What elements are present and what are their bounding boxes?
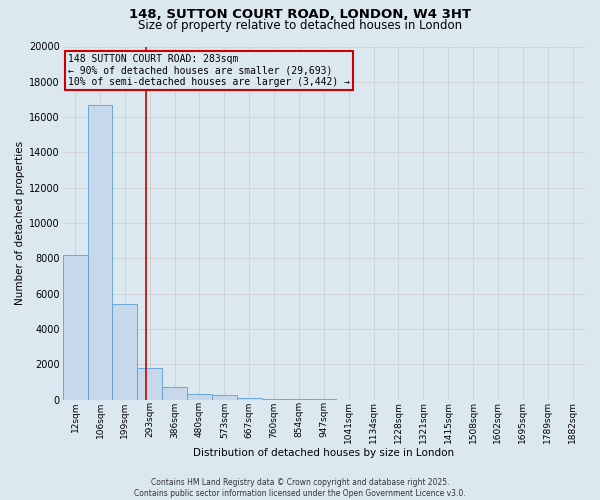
Bar <box>162 388 187 400</box>
Bar <box>262 399 287 400</box>
Bar <box>237 398 262 400</box>
X-axis label: Distribution of detached houses by size in London: Distribution of detached houses by size … <box>193 448 454 458</box>
Bar <box>112 304 137 400</box>
Text: 148, SUTTON COURT ROAD, LONDON, W4 3HT: 148, SUTTON COURT ROAD, LONDON, W4 3HT <box>129 8 471 20</box>
Bar <box>88 105 112 400</box>
Bar <box>187 394 212 400</box>
Bar <box>287 399 311 400</box>
Y-axis label: Number of detached properties: Number of detached properties <box>15 141 25 305</box>
Text: 148 SUTTON COURT ROAD: 283sqm
← 90% of detached houses are smaller (29,693)
10% : 148 SUTTON COURT ROAD: 283sqm ← 90% of d… <box>68 54 350 87</box>
Text: Size of property relative to detached houses in London: Size of property relative to detached ho… <box>138 19 462 32</box>
Bar <box>137 368 162 400</box>
Bar <box>62 255 88 400</box>
Text: Contains HM Land Registry data © Crown copyright and database right 2025.
Contai: Contains HM Land Registry data © Crown c… <box>134 478 466 498</box>
Bar <box>212 396 237 400</box>
